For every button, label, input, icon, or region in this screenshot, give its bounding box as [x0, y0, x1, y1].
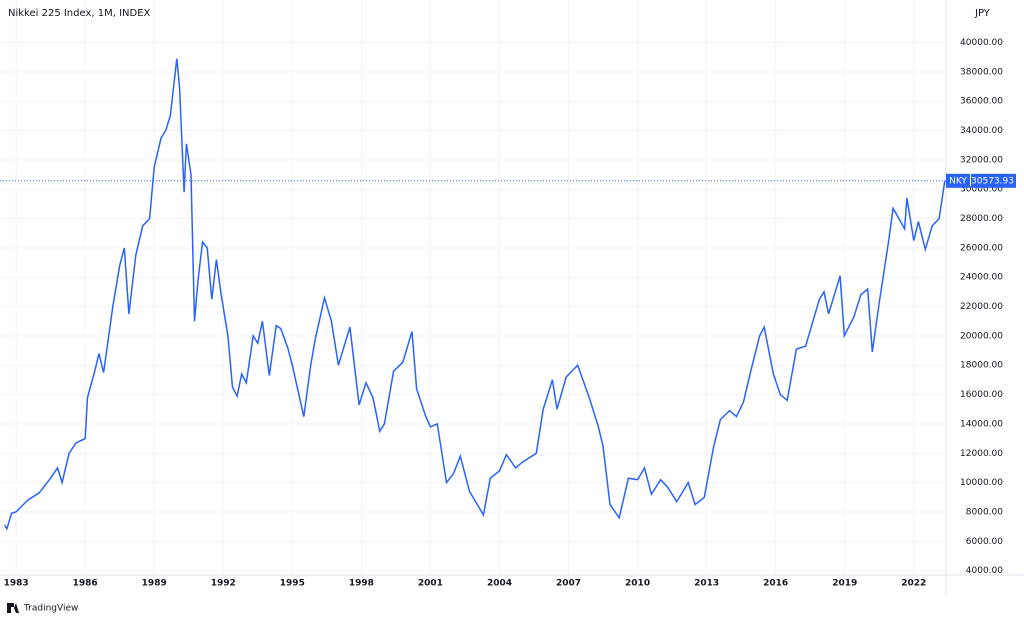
y-tick-label: 24000.00	[960, 273, 1003, 283]
y-tick-label: 12000.00	[960, 449, 1003, 459]
x-tick-label: 2013	[694, 579, 719, 589]
x-tick-label: 2016	[763, 579, 788, 589]
x-tick-label: 2001	[418, 579, 443, 589]
x-tick-label: 1986	[73, 579, 98, 589]
last-price-label: 30573.93	[971, 176, 1014, 186]
x-tick-label: 1995	[280, 579, 305, 589]
x-tick-label: 2022	[901, 579, 926, 589]
symbol-badge	[946, 173, 970, 188]
y-tick-label: 14000.00	[960, 419, 1003, 429]
brand: TradingView	[23, 604, 78, 614]
last-price-badge	[971, 173, 1016, 188]
y-tick-label: 34000.00	[960, 126, 1003, 136]
x-tick-label: 2004	[487, 579, 512, 589]
y-tick-label: 30000.00	[960, 185, 1003, 195]
chart-title: Nikkei 225 Index, 1M, INDEX	[8, 8, 151, 19]
y-tick-label: 28000.00	[960, 214, 1003, 224]
y-tick-label: 38000.00	[960, 67, 1003, 77]
x-tick-label: 1998	[349, 579, 374, 589]
x-tick-label: 2007	[556, 579, 581, 589]
x-tick-label: 1992	[211, 579, 236, 589]
y-tick-label: 36000.00	[960, 97, 1003, 107]
y-tick-label: 6000.00	[966, 537, 1003, 547]
y-tick-label: 18000.00	[960, 361, 1003, 371]
brand-logo	[7, 603, 19, 613]
y-tick-label: 8000.00	[966, 507, 1003, 517]
y-tick-label: 26000.00	[960, 243, 1003, 253]
y-tick-label: 20000.00	[960, 331, 1003, 341]
symbol-label: NKY	[949, 176, 967, 186]
x-tick-label: 1983	[4, 579, 29, 589]
y-tick-label: 40000.00	[960, 38, 1003, 48]
price-line	[3, 58, 946, 531]
y-tick-label: 22000.00	[960, 302, 1003, 312]
x-tick-label: 1989	[142, 579, 167, 589]
y-tick-label: 4000.00	[966, 566, 1003, 576]
y-tick-label: 16000.00	[960, 390, 1003, 400]
x-tick-label: 2010	[625, 579, 650, 589]
x-tick-label: 2019	[832, 579, 857, 589]
y-tick-label: 10000.00	[960, 478, 1003, 488]
y-tick-label: 32000.00	[960, 155, 1003, 165]
currency: JPY	[974, 8, 991, 19]
